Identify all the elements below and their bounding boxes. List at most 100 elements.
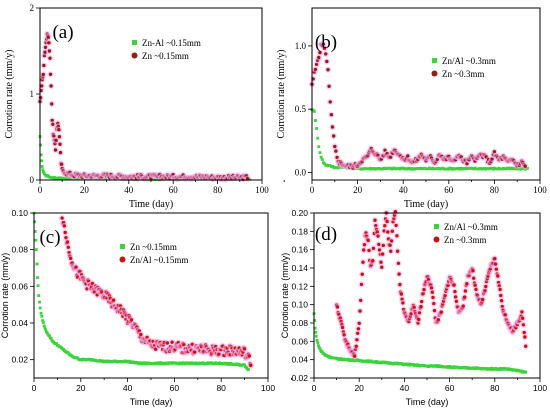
plot-frame	[313, 212, 541, 379]
data-point	[317, 145, 321, 149]
data-point	[33, 220, 36, 224]
data-point	[41, 168, 45, 172]
data-point	[50, 102, 54, 106]
data-point	[38, 306, 42, 310]
data-point	[316, 341, 320, 345]
data-point	[412, 305, 416, 310]
data-point	[522, 330, 526, 335]
data-point	[51, 122, 55, 127]
data-point	[33, 230, 37, 233]
data-point	[355, 338, 359, 342]
data-point	[395, 249, 400, 253]
data-point	[322, 46, 327, 50]
data-point	[243, 363, 246, 367]
data-point	[327, 354, 331, 358]
data-point	[63, 230, 67, 235]
y-tick-label: 0.16	[291, 245, 308, 255]
data-point	[314, 334, 318, 338]
data-point	[170, 340, 174, 344]
data-point	[64, 236, 68, 240]
data-point	[319, 155, 323, 159]
data-point	[36, 276, 39, 279]
data-point	[249, 363, 253, 368]
data-point	[41, 72, 45, 77]
data-point	[390, 229, 394, 233]
y-tick-label: 0.04	[11, 318, 28, 328]
data-point	[397, 272, 401, 276]
panel-letter: (d)	[315, 224, 337, 245]
data-point	[481, 297, 485, 302]
x-tick-label: 40	[400, 383, 410, 393]
data-point	[524, 370, 528, 374]
panel-letter: (b)	[315, 32, 337, 53]
data-point	[431, 295, 435, 300]
data-point	[58, 150, 63, 155]
y-axis-label: Corrotion rate (mm/y)	[276, 50, 287, 139]
data-point	[432, 308, 437, 313]
data-point	[66, 245, 71, 249]
data-point	[318, 50, 322, 55]
data-point	[362, 248, 366, 252]
data-point	[471, 269, 475, 273]
x-tick-label: 0	[312, 383, 317, 393]
legend-label: Zn-Al ~0.15mm	[142, 38, 201, 48]
legend-marker	[119, 256, 126, 263]
data-point	[406, 154, 410, 158]
data-point	[388, 243, 392, 247]
series-red-2	[58, 214, 254, 369]
y-tick-label: 0.10	[291, 300, 308, 310]
data-point	[40, 159, 44, 163]
x-tick-label: 100	[255, 185, 269, 195]
data-point	[69, 256, 73, 261]
data-point	[395, 234, 399, 238]
data-point	[389, 249, 393, 253]
data-point	[49, 84, 53, 88]
data-point	[334, 149, 338, 153]
y-tick-label: 0.18	[291, 226, 308, 236]
x-tick-label: 60	[169, 185, 179, 195]
data-point	[182, 343, 186, 347]
x-tick-label: 60	[445, 383, 455, 393]
data-point	[360, 272, 364, 276]
data-point	[342, 333, 346, 337]
data-point	[521, 323, 526, 327]
x-tick-label: 40	[399, 185, 409, 195]
data-point	[429, 286, 434, 290]
data-point	[520, 310, 524, 314]
series-red-3	[333, 208, 529, 360]
data-point	[111, 298, 116, 302]
panel-letter: (c)	[39, 227, 60, 248]
data-point	[312, 110, 316, 113]
data-point	[377, 248, 382, 252]
data-point	[496, 274, 500, 278]
x-tick-label: 80	[490, 185, 500, 195]
legend: Zn-Al ~0.15mm Zn ~0.15mm	[131, 38, 201, 61]
data-point	[380, 252, 385, 256]
data-point	[493, 256, 497, 261]
data-point	[60, 216, 64, 220]
data-point	[41, 319, 44, 322]
legend: Zn/Al ~0.3mm Zn ~0.3mm	[433, 222, 498, 245]
data-point	[454, 299, 459, 303]
x-tick-label: 100	[533, 185, 547, 195]
data-point	[48, 334, 51, 338]
legend-label: Zn ~0.15mm	[130, 242, 177, 252]
legend-marker	[434, 224, 439, 229]
x-tick-label: 80	[216, 383, 226, 393]
data-point	[499, 299, 504, 303]
data-point	[521, 316, 525, 320]
x-axis-label: Time (day)	[129, 199, 173, 210]
data-point	[318, 151, 322, 154]
data-point	[353, 354, 357, 358]
x-tick-label: 60	[444, 185, 454, 195]
y-tick-label: 2	[30, 3, 35, 13]
data-point	[46, 35, 50, 39]
data-point	[165, 341, 170, 345]
data-point	[373, 218, 377, 222]
data-point	[48, 72, 53, 77]
y-tick-label: 0.04	[291, 355, 308, 365]
data-point	[376, 234, 380, 238]
data-point	[385, 219, 389, 224]
